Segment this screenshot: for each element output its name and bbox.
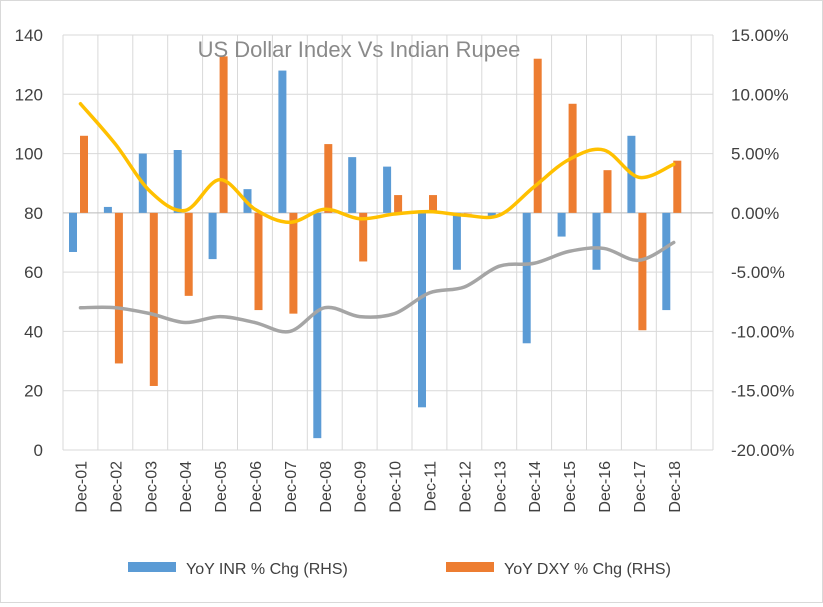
- x-tick-label: Dec-07: [283, 461, 300, 513]
- x-tick-label: Dec-01: [73, 461, 90, 513]
- x-tick-label: Dec-14: [527, 461, 544, 513]
- line-series-gray: [78, 240, 676, 334]
- x-tick-label: Dec-06: [248, 461, 265, 513]
- bar-dxy-dec-17: [638, 212, 647, 331]
- bar-dxy-dec-09: [359, 212, 368, 262]
- bar-dxy-dec-06: [254, 212, 263, 311]
- bar-inr-dec-04: [173, 150, 182, 213]
- bar-dxy-dec-16: [603, 170, 612, 213]
- bar-inr-dec-16: [592, 212, 601, 270]
- bar-inr-dec-13: [487, 212, 496, 218]
- bars: [69, 56, 682, 439]
- left-tick-label: 20: [24, 382, 43, 401]
- x-tick-label: Dec-04: [178, 461, 195, 513]
- left-tick-label: 100: [15, 145, 43, 164]
- lines: [78, 102, 676, 334]
- bar-inr-dec-11: [418, 212, 426, 408]
- legend-label-dxy: YoY DXY % Chg (RHS): [504, 561, 671, 578]
- gridlines: [62, 34, 714, 451]
- bar-dxy-dec-04: [184, 212, 193, 296]
- legend-swatch-inr: [128, 562, 176, 572]
- left-tick-label: 60: [24, 263, 43, 282]
- x-tick-label: Dec-03: [143, 461, 160, 513]
- x-tick-label: Dec-10: [388, 461, 405, 513]
- right-tick-label: 10.00%: [731, 85, 789, 104]
- right-tick-label: -20.00%: [731, 441, 794, 460]
- bar-inr-dec-05: [208, 212, 217, 260]
- bar-inr-dec-10: [383, 166, 392, 213]
- left-tick-label: 140: [15, 26, 43, 45]
- left-axis-ticks: 0 20 40 60 80 100 120 140: [15, 26, 43, 460]
- left-tick-label: 0: [34, 441, 43, 460]
- bar-inr-dec-15: [557, 212, 566, 237]
- x-tick-label: Dec-15: [562, 461, 579, 513]
- bar-dxy-dec-01: [80, 135, 88, 213]
- right-tick-label: 0.00%: [731, 204, 779, 223]
- bar-inr-dec-01: [69, 212, 77, 252]
- x-tick-label: Dec-09: [353, 461, 370, 513]
- bar-dxy-dec-10: [394, 195, 403, 213]
- right-tick-label: -5.00%: [731, 263, 785, 282]
- chart-title: US Dollar Index Vs Indian Rupee: [198, 37, 521, 62]
- bar-inr-dec-14: [522, 212, 531, 344]
- right-tick-label: -10.00%: [731, 322, 794, 341]
- line-series-yellow: [78, 102, 676, 225]
- legend-swatch-dxy: [446, 562, 494, 572]
- bar-dxy-dec-11: [429, 195, 437, 213]
- right-tick-label: -15.00%: [731, 382, 794, 401]
- bar-dxy-dec-08: [324, 144, 333, 213]
- bar-inr-dec-18: [662, 212, 671, 311]
- x-tick-label: Dec-13: [492, 461, 509, 513]
- bar-inr-dec-08: [313, 212, 322, 439]
- bar-inr-dec-07: [278, 70, 287, 213]
- bar-inr-dec-12: [452, 212, 461, 270]
- right-tick-label: 15.00%: [731, 26, 789, 45]
- bar-dxy-dec-03: [149, 212, 158, 386]
- x-tick-label: Dec-02: [108, 461, 125, 513]
- bar-inr-dec-02: [103, 206, 112, 213]
- left-tick-label: 40: [24, 322, 43, 341]
- x-tick-label: Dec-18: [667, 461, 684, 513]
- x-tick-label: Dec-11: [422, 461, 439, 511]
- x-tick-label: Dec-08: [318, 461, 335, 513]
- bar-dxy-dec-02: [114, 212, 123, 364]
- bar-inr-dec-09: [348, 157, 357, 213]
- bar-dxy-dec-07: [289, 212, 298, 314]
- x-tick-label: Dec-16: [597, 461, 614, 513]
- bar-dxy-dec-14: [533, 58, 542, 213]
- bar-dxy-dec-18: [673, 160, 682, 213]
- left-tick-label: 120: [15, 85, 43, 104]
- x-tick-label: Dec-12: [457, 461, 474, 513]
- x-axis-labels: Dec-01 Dec-02 Dec-03 Dec-04 Dec-05 Dec-06 Dec-…: [73, 461, 683, 513]
- x-tick-label: Dec-05: [213, 461, 230, 513]
- bar-dxy-dec-12: [463, 212, 472, 214]
- right-tick-label: 5.00%: [731, 145, 779, 164]
- left-tick-label: 80: [24, 204, 43, 223]
- x-tick-label: Dec-17: [632, 461, 649, 513]
- legend-label-inr: YoY INR % Chg (RHS): [186, 561, 348, 578]
- right-axis-ticks: -20.00% -15.00% -10.00% -5.00% 0.00% 5.00% 10.…: [731, 26, 794, 460]
- bar-dxy-dec-05: [219, 56, 228, 213]
- legend: YoY INR % Chg (RHS) YoY DXY % Chg (RHS): [128, 561, 671, 578]
